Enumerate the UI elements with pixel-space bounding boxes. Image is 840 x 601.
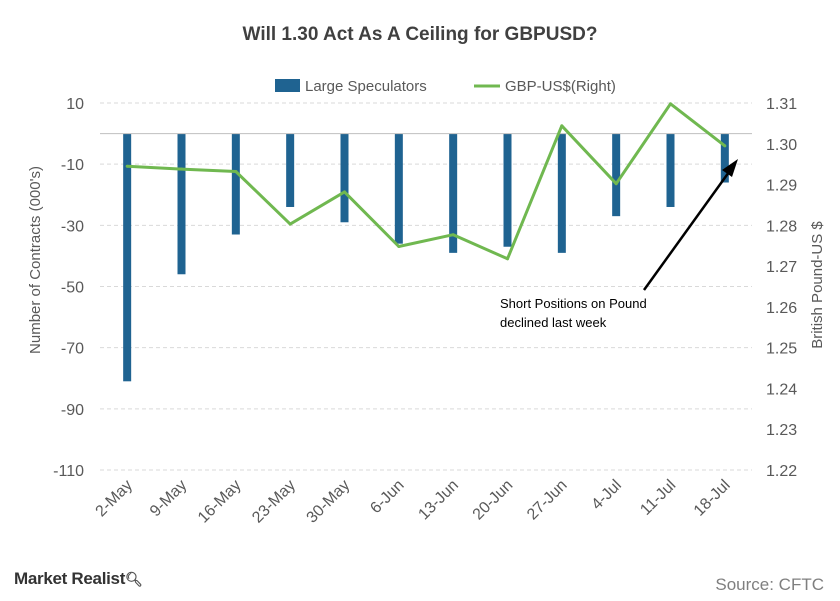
left-axis-label: Number of Contracts (000's): [27, 166, 44, 354]
left-tick-label: 10: [66, 96, 84, 113]
right-axis-label: British Pound-US $: [809, 221, 826, 349]
line-point-20-jun: [506, 257, 509, 261]
left-tick-label: -50: [61, 280, 84, 297]
x-tick-label: 23-May: [249, 477, 299, 527]
line-point-16-may: [234, 170, 238, 174]
left-axis-tick-labels: 10 -10 -30 -50 -70 -90 -110: [53, 96, 84, 480]
line-path: [127, 102, 726, 261]
bar-18-jul: [720, 133, 729, 183]
bar-23-may: [286, 133, 295, 207]
line-gbp-usd: [125, 102, 727, 261]
bar-16-may: [231, 133, 240, 235]
x-tick-label: 20-Jun: [470, 477, 517, 524]
line-point-4-jul: [614, 182, 618, 186]
annotation-arrowhead: [722, 159, 738, 177]
line-point-11-jul: [669, 102, 672, 106]
bar-2-may: [123, 133, 132, 382]
annotation-line-2: declined last week: [500, 315, 607, 330]
magnifier-icon: 🔍︎: [125, 571, 143, 587]
legend-label-gbp-usd: GBP-US$(Right): [505, 78, 616, 95]
bar-30-may: [340, 133, 349, 223]
right-tick-label: 1.29: [766, 178, 797, 195]
right-tick-label: 1.23: [766, 422, 797, 439]
x-tick-label: 11-Jul: [637, 477, 679, 519]
line-point-30-may: [343, 190, 346, 194]
line-point-13-jun: [451, 233, 455, 237]
left-tick-label: -90: [61, 402, 84, 419]
x-tick-label: 30-May: [304, 477, 354, 527]
x-tick-label: 2-May: [93, 477, 136, 520]
right-tick-label: 1.28: [766, 218, 797, 235]
bar-11-jul: [666, 133, 675, 207]
bar-6-jun: [394, 133, 403, 244]
annotation-arrow: [642, 171, 731, 291]
left-tick-label: -70: [61, 341, 84, 358]
source-note: Source: CFTC: [715, 575, 824, 594]
right-tick-label: 1.31: [766, 96, 797, 113]
left-tick-label: -30: [61, 218, 84, 235]
x-tick-label: 9-May: [147, 477, 190, 520]
right-tick-label: 1.26: [766, 300, 797, 317]
annotation-line-1: Short Positions on Pound: [500, 296, 647, 311]
bar-27-jun: [557, 133, 566, 253]
gridlines: [100, 102, 752, 471]
brand-name: Market Realist: [14, 569, 126, 588]
line-point-23-may: [288, 222, 292, 226]
chart-title: Will 1.30 Act As A Ceiling for GBPUSD?: [243, 24, 598, 45]
right-tick-label: 1.25: [766, 341, 797, 358]
left-tick-label: -110: [53, 463, 84, 480]
line-point-2-may: [125, 164, 129, 168]
right-axis-tick-labels: 1.31 1.30 1.29 1.28 1.27 1.26 1.25 1.24 1.23 1.22: [766, 96, 797, 480]
bar-13-jun: [449, 133, 458, 253]
brand-logo: Market Realist🔍︎: [14, 569, 143, 589]
line-point-27-jun: [560, 124, 564, 128]
bar-4-jul: [612, 133, 621, 217]
right-tick-label: 1.22: [766, 463, 797, 480]
legend-label-large-speculators: Large Speculators: [305, 78, 427, 95]
annotation: Short Positions on Pound declined last w…: [500, 159, 738, 330]
x-axis-tick-labels: 2-May 9-May 16-May 23-May 30-May 6-Jun 13-Jun 2…: [93, 477, 734, 527]
bars-large-speculators: [123, 133, 729, 382]
x-tick-label: 6-Jun: [367, 477, 407, 517]
x-tick-label: 16-May: [195, 477, 245, 527]
line-point-6-jun: [397, 245, 401, 249]
left-tick-label: -10: [61, 157, 84, 174]
x-tick-label: 18-Jul: [691, 477, 734, 520]
legend: Large Speculators GBP-US$(Right): [275, 78, 616, 95]
right-tick-label: 1.27: [766, 259, 797, 276]
x-tick-label: 4-Jul: [588, 477, 625, 514]
x-tick-label: 27-Jun: [524, 477, 571, 524]
right-tick-label: 1.24: [766, 381, 797, 398]
right-tick-label: 1.30: [766, 137, 797, 154]
x-tick-label: 13-Jun: [415, 477, 462, 524]
line-point-9-may: [180, 167, 183, 171]
bar-9-may: [177, 133, 186, 275]
legend-swatch-large-speculators: [275, 79, 300, 92]
bar-20-jun: [503, 133, 512, 247]
line-point-18-jul: [723, 144, 727, 148]
